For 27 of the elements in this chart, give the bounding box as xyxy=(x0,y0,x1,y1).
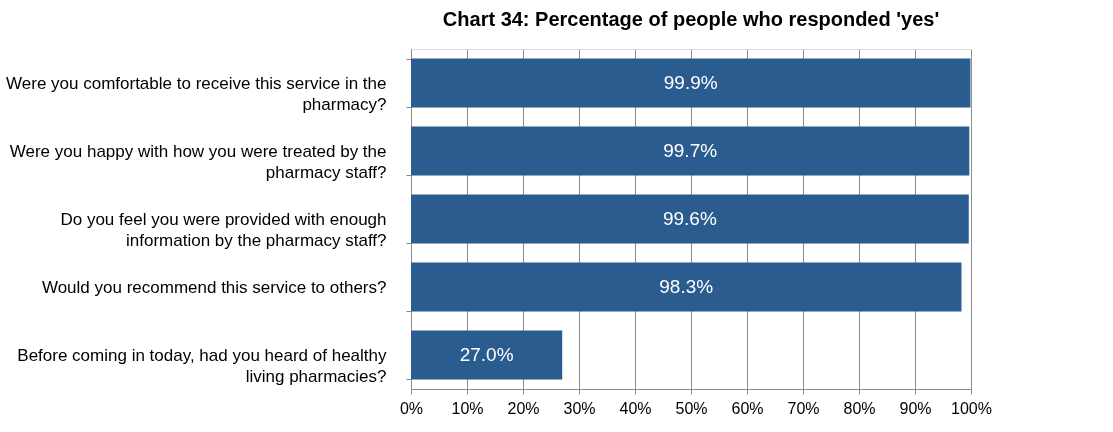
y-tick-label: Would you recommend this service to others? xyxy=(41,277,387,297)
x-tick-label: 10% xyxy=(451,399,484,417)
data-label: 98.3% xyxy=(659,276,714,297)
x-tick-label: 30% xyxy=(563,399,596,417)
bar xyxy=(411,330,563,380)
x-tick-label: 70% xyxy=(787,399,820,417)
data-label: 99.7% xyxy=(663,140,718,161)
x-tick-label: 0% xyxy=(399,399,424,417)
y-tick-label: Were you comfortable to receive this service in the pharmacy? xyxy=(6,73,387,114)
x-tick-label: 50% xyxy=(675,399,708,417)
data-label: 99.9% xyxy=(663,72,718,93)
bar xyxy=(411,126,970,176)
bar xyxy=(411,262,962,312)
x-tick-label: 40% xyxy=(619,399,652,417)
x-tick-label: 80% xyxy=(843,399,876,417)
y-tick-label: Were you happy with how you were treated by the pharmacy staff? xyxy=(9,141,387,182)
x-tick-label: 20% xyxy=(507,399,540,417)
x-tick-label: 100% xyxy=(951,399,992,417)
y-tick-label: Before coming in today, had you heard of healthy living pharmacies? xyxy=(17,345,387,386)
x-tick-label: 90% xyxy=(899,399,932,417)
data-label: 27.0% xyxy=(459,344,514,365)
chart-title: Chart 34: Percentage of people who responded 'yes' xyxy=(442,8,940,30)
data-label: 99.6% xyxy=(662,208,717,229)
x-tick-label: 60% xyxy=(731,399,764,417)
bar xyxy=(411,58,971,108)
y-tick-label: Do you feel you were provided with enough information by the pharmacy staff? xyxy=(60,209,387,250)
bar xyxy=(411,194,969,244)
